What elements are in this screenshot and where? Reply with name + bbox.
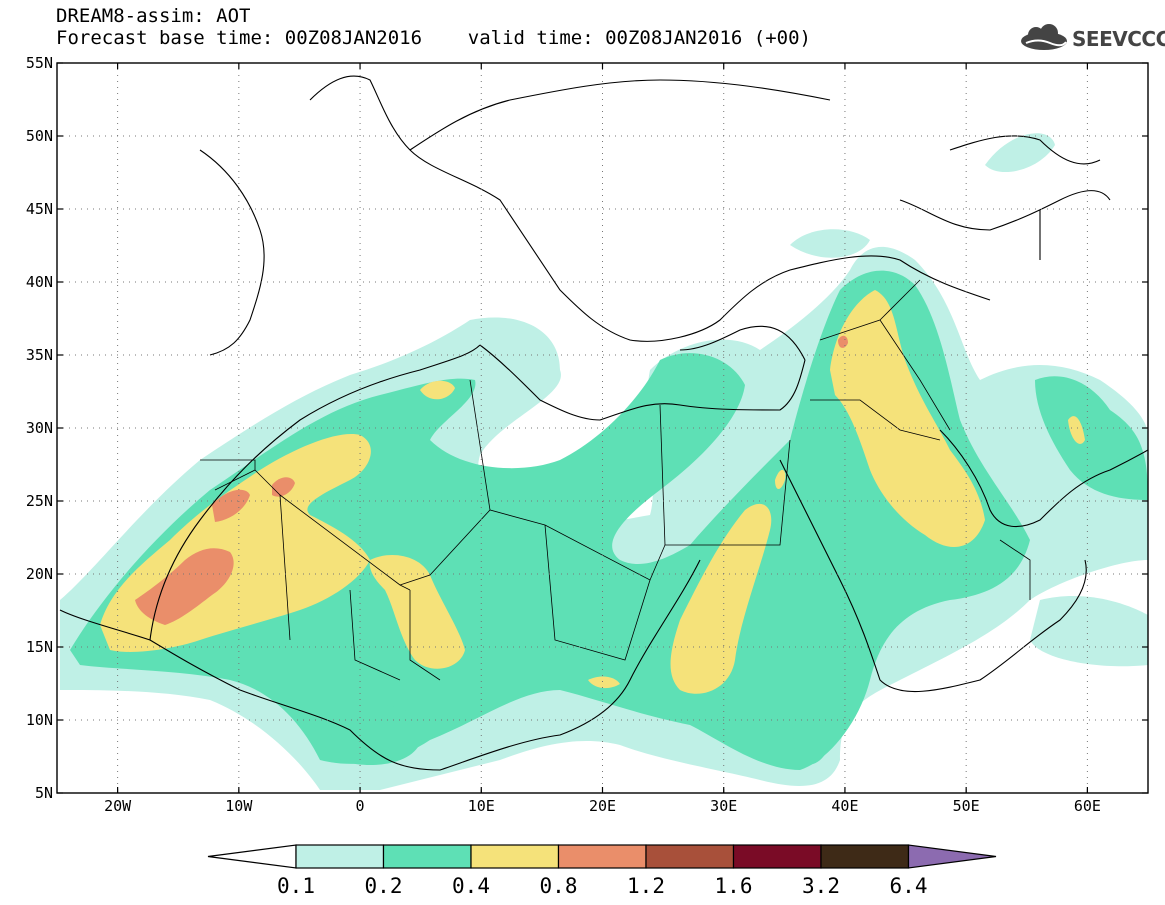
lon-tick-label: 10E bbox=[468, 797, 495, 815]
map-title: DREAM8-assim: AOT bbox=[56, 5, 251, 27]
lat-tick-label: 5N bbox=[35, 784, 53, 802]
lat-tick-label: 40N bbox=[26, 273, 53, 291]
legend-swatch bbox=[382, 844, 472, 869]
cloud-icon bbox=[1021, 24, 1067, 50]
lat-tick-label: 30N bbox=[26, 419, 53, 437]
color-bar-legend: 0.1 0.2 0.4 0.8 1.2 1.6 3.2 6.4 bbox=[207, 844, 997, 898]
longitude-ticks: 20W 10W 0 10E 20E 30E 40E 50E 60E bbox=[104, 63, 1101, 815]
lon-tick-label: 30E bbox=[710, 797, 737, 815]
forecast-time-label: Forecast base time: 00Z08JAN2016 valid t… bbox=[56, 27, 811, 49]
aot-level-0.2 bbox=[70, 270, 1148, 770]
lat-tick-label: 15N bbox=[26, 638, 53, 656]
seevccc-logo: SEEVCCC bbox=[1018, 24, 1165, 54]
legend-label: 0.2 bbox=[365, 874, 403, 898]
legend-swatch bbox=[645, 844, 735, 869]
lon-tick-label: 10W bbox=[225, 797, 253, 815]
legend-label: 0.4 bbox=[452, 874, 490, 898]
legend-label: 1.2 bbox=[627, 874, 665, 898]
lat-tick-label: 50N bbox=[26, 127, 53, 145]
legend-label: 6.4 bbox=[890, 874, 928, 898]
legend-label: 0.1 bbox=[277, 874, 315, 898]
legend-swatch-max bbox=[907, 844, 997, 869]
legend-label: 3.2 bbox=[802, 874, 840, 898]
lat-tick-label: 55N bbox=[26, 54, 53, 72]
legend-swatch-min bbox=[207, 844, 297, 869]
legend-swatch bbox=[470, 844, 560, 869]
legend-swatch bbox=[732, 844, 822, 869]
legend-swatch bbox=[820, 844, 910, 869]
lat-tick-label: 45N bbox=[26, 200, 53, 218]
legend-swatch bbox=[557, 844, 647, 869]
legend-swatch bbox=[295, 844, 385, 869]
lon-tick-label: 20E bbox=[589, 797, 616, 815]
logo-text: SEEVCCC bbox=[1072, 27, 1165, 51]
lon-tick-label: 0 bbox=[356, 797, 365, 815]
latitude-ticks: 55N 50N 45N 40N 35N 30N 25N 20N 15N 10N 5N bbox=[26, 54, 1148, 802]
lat-tick-label: 35N bbox=[26, 346, 53, 364]
aot-level-0.8 bbox=[135, 335, 848, 625]
aot-contours bbox=[60, 133, 1148, 790]
lat-tick-label: 10N bbox=[26, 711, 53, 729]
lon-tick-label: 20W bbox=[104, 797, 132, 815]
coastlines bbox=[59, 75, 1148, 771]
lat-tick-label: 25N bbox=[26, 492, 53, 510]
lat-tick-label: 20N bbox=[26, 565, 53, 583]
legend-label: 0.8 bbox=[540, 874, 578, 898]
country-borders bbox=[200, 279, 1031, 681]
lon-tick-label: 60E bbox=[1074, 797, 1101, 815]
legend-label: 1.6 bbox=[715, 874, 753, 898]
lon-tick-label: 50E bbox=[953, 797, 980, 815]
lon-tick-label: 40E bbox=[831, 797, 858, 815]
